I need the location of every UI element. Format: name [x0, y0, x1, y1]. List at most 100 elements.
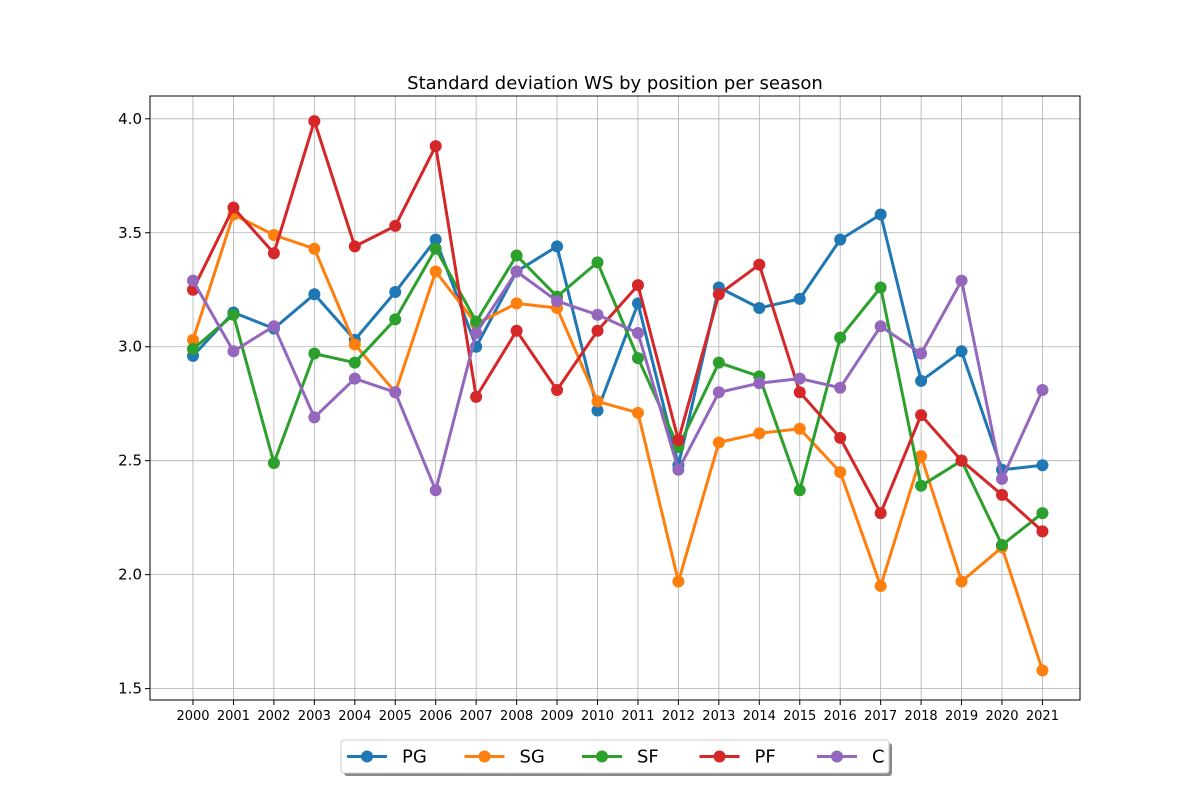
data-point-c — [470, 327, 483, 340]
x-tick-label: 2005 — [379, 709, 412, 724]
x-tick-label: 2014 — [743, 709, 776, 724]
data-point-sg — [672, 575, 685, 588]
x-tick-label: 2012 — [662, 709, 695, 724]
data-point-sg — [753, 427, 766, 440]
data-point-sg — [510, 297, 523, 310]
data-point-sf — [793, 484, 806, 497]
data-point-sf — [187, 342, 199, 355]
data-point-sf — [1036, 507, 1049, 520]
x-tick-label: 2016 — [824, 709, 857, 724]
data-point-pf — [348, 240, 361, 253]
data-point-pg — [955, 345, 968, 358]
x-tick-label: 2002 — [257, 709, 290, 724]
data-point-sg — [308, 242, 321, 255]
data-point-pg — [834, 233, 847, 246]
x-tick-label: 2011 — [621, 709, 654, 724]
legend-label-sf: SF — [637, 747, 659, 768]
x-tick-label: 2010 — [581, 709, 614, 724]
data-point-pf — [267, 247, 280, 260]
data-point-sf — [348, 356, 361, 369]
legend-marker-pg — [361, 750, 373, 763]
data-point-c — [348, 372, 361, 385]
data-point-sf — [631, 352, 644, 365]
x-tick-label: 2019 — [945, 709, 978, 724]
data-point-sg — [955, 575, 968, 588]
data-point-sg — [874, 580, 887, 593]
axis-ticks: 2000 2001 2002 2003 2004 2005 2006 2007 2008 2009… — [118, 110, 1059, 724]
data-point-c — [793, 372, 806, 385]
data-point-c — [429, 484, 442, 497]
chart-title: Standard deviation WS by position per se… — [407, 73, 823, 94]
y-tick-label: 2.5 — [118, 452, 142, 470]
x-tick-label: 2009 — [541, 709, 574, 724]
data-point-sg — [712, 436, 725, 449]
legend-label-sg: SG — [520, 747, 545, 768]
data-point-c — [712, 386, 725, 399]
data-point-c — [955, 274, 968, 287]
data-point-sg — [793, 422, 806, 435]
data-point-c — [551, 295, 564, 308]
series-sg — [187, 208, 1049, 677]
legend-label-c: C — [872, 747, 885, 768]
data-point-pg — [1036, 459, 1049, 472]
x-tick-label: 2020 — [985, 709, 1018, 724]
x-tick-label: 2013 — [702, 709, 735, 724]
grid-lines — [150, 96, 1080, 700]
data-point-pf — [429, 140, 442, 153]
data-point-pg — [429, 233, 442, 246]
data-point-pg — [915, 374, 928, 387]
data-point-pg — [753, 301, 766, 314]
data-point-c — [591, 308, 604, 321]
data-point-pf — [389, 219, 402, 232]
x-tick-label: 2018 — [905, 709, 938, 724]
data-point-sf — [470, 315, 483, 328]
data-point-sg — [834, 466, 847, 479]
data-point-sg — [187, 333, 199, 346]
data-point-sf — [389, 313, 402, 326]
x-tick-label: 2003 — [298, 709, 331, 724]
series-line-c — [191, 270, 1044, 492]
data-point-sf — [267, 456, 280, 469]
data-point-pg — [591, 404, 604, 417]
legend-marker-sg — [478, 750, 491, 763]
data-point-c — [187, 274, 199, 287]
x-tick-label: 2006 — [419, 709, 452, 724]
data-point-pf — [996, 488, 1008, 501]
data-point-sf — [429, 242, 442, 255]
data-point-sf — [712, 356, 725, 369]
data-point-sf — [308, 347, 321, 360]
legend-label-pf: PF — [755, 747, 776, 768]
data-point-c — [308, 411, 321, 424]
x-tick-label: 2008 — [500, 709, 533, 724]
data-point-c — [510, 265, 523, 278]
data-point-pg — [389, 286, 402, 299]
data-point-sg — [1036, 664, 1049, 677]
plot-area-frame — [149, 95, 1081, 701]
data-point-c — [753, 377, 766, 390]
data-point-c — [915, 347, 928, 360]
data-point-pg — [308, 288, 321, 301]
data-point-pf — [631, 279, 644, 292]
data-point-sg — [631, 406, 644, 419]
data-point-c — [1036, 384, 1049, 397]
data-point-sf — [874, 281, 887, 294]
data-point-pf — [1036, 525, 1049, 538]
data-point-c — [834, 381, 847, 394]
data-point-c — [996, 472, 1008, 485]
data-point-sf — [591, 256, 604, 269]
data-point-pf — [793, 386, 806, 399]
data-point-pg — [793, 292, 806, 305]
series-c — [187, 265, 1049, 497]
legend-label-pg: PG — [402, 747, 427, 768]
data-point-pf — [591, 324, 604, 337]
data-point-pg — [551, 240, 564, 253]
data-point-sf — [996, 539, 1008, 552]
data-point-pf — [955, 454, 968, 467]
data-point-pf — [510, 324, 523, 337]
data-point-sf — [915, 479, 928, 492]
x-tick-label: 2001 — [217, 709, 250, 724]
data-point-pf — [915, 409, 928, 422]
data-point-c — [874, 320, 887, 333]
data-point-c — [672, 463, 685, 476]
x-tick-label: 2015 — [783, 709, 816, 724]
